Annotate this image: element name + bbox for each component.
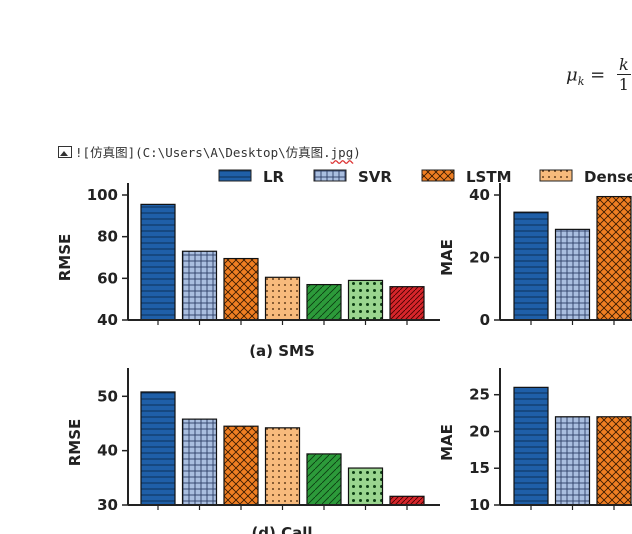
bar	[140, 391, 176, 506]
bar	[347, 279, 384, 321]
y-axis-label: MAE	[438, 424, 456, 461]
chart-caption: (d) Call	[251, 524, 312, 534]
formula: μk = k 1	[566, 56, 631, 95]
bar	[181, 418, 218, 506]
md-path: ](C:\Users\A\Desktop\仿真图.	[127, 145, 331, 160]
y-tick-label: 15	[469, 459, 490, 477]
bar	[347, 467, 384, 506]
y-axis-label: MAE	[438, 239, 456, 276]
chart-panel-1: 40 60 80 100 RMSE (a) SMS	[56, 183, 440, 360]
formula-fraction: k 1	[616, 55, 631, 95]
bar	[554, 416, 591, 506]
chart-panel-3: 30 40 50 RMSE (d) Call	[66, 368, 440, 534]
formula-subscript: k	[577, 75, 585, 89]
y-tick-label: 60	[97, 269, 118, 287]
y-tick-label: 20	[469, 422, 490, 440]
md-extension: jpg	[330, 145, 354, 160]
bar	[223, 425, 259, 506]
y-tick-label: 100	[87, 186, 118, 204]
formula-numerator: k	[616, 55, 631, 75]
chart-panel-2: 0 20 40 MAE	[438, 183, 632, 329]
formula-equals: =	[590, 64, 606, 86]
y-tick-label: 25	[469, 386, 490, 404]
chart-caption: (a) SMS	[249, 342, 315, 360]
legend-swatch-svr	[313, 169, 347, 182]
bar	[306, 283, 342, 321]
bar	[264, 276, 301, 321]
formula-mu: μ	[566, 64, 578, 86]
md-suffix: )	[353, 145, 361, 160]
bar	[596, 195, 632, 321]
y-tick-label: 30	[97, 496, 118, 514]
md-alt-text: 仿真图	[90, 145, 128, 160]
formula-denominator: 1	[618, 75, 629, 94]
bar	[140, 203, 176, 321]
bar	[596, 416, 632, 506]
bar	[513, 211, 549, 321]
legend-label-dense: Dense	[584, 168, 632, 186]
bar	[306, 453, 342, 506]
bar	[223, 257, 259, 321]
y-tick-label: 20	[469, 249, 490, 267]
image-icon	[58, 146, 72, 158]
legend-swatch-lstm	[421, 169, 455, 182]
bar	[389, 495, 425, 506]
y-tick-label: 50	[97, 387, 118, 405]
legend-label-lstm: LSTM	[466, 168, 512, 186]
y-tick-label: 40	[469, 186, 490, 204]
bar	[181, 250, 218, 321]
y-tick-label: 80	[97, 228, 118, 246]
md-prefix: ![	[75, 145, 91, 160]
charts: 40 60 80 100 RMSE (a) SMS 0 20 40 MAE 30 40 50 RMSE (d…	[56, 183, 632, 534]
y-tick-label: 40	[97, 442, 118, 460]
y-tick-label: 10	[469, 496, 490, 514]
y-axis-label: RMSE	[56, 234, 74, 282]
bar	[389, 286, 425, 321]
legend-swatch-dense	[539, 169, 573, 182]
y-tick-label: 40	[97, 311, 118, 329]
legend-label-svr: SVR	[358, 168, 392, 186]
y-tick-label: 0	[480, 311, 490, 329]
chart-panel-4: 10 15 20 25 MAE	[438, 368, 632, 514]
legend: LR SVR LSTM Dense	[218, 168, 632, 186]
bar	[264, 427, 301, 506]
bar	[554, 228, 591, 321]
legend-label-lr: LR	[263, 168, 285, 186]
legend-swatch-lr	[218, 169, 252, 182]
bar	[513, 386, 549, 506]
markdown-image-link[interactable]: ![仿真图](C:\Users\A\Desktop\仿真图.jpg)	[58, 142, 361, 161]
y-axis-label: RMSE	[66, 419, 84, 467]
